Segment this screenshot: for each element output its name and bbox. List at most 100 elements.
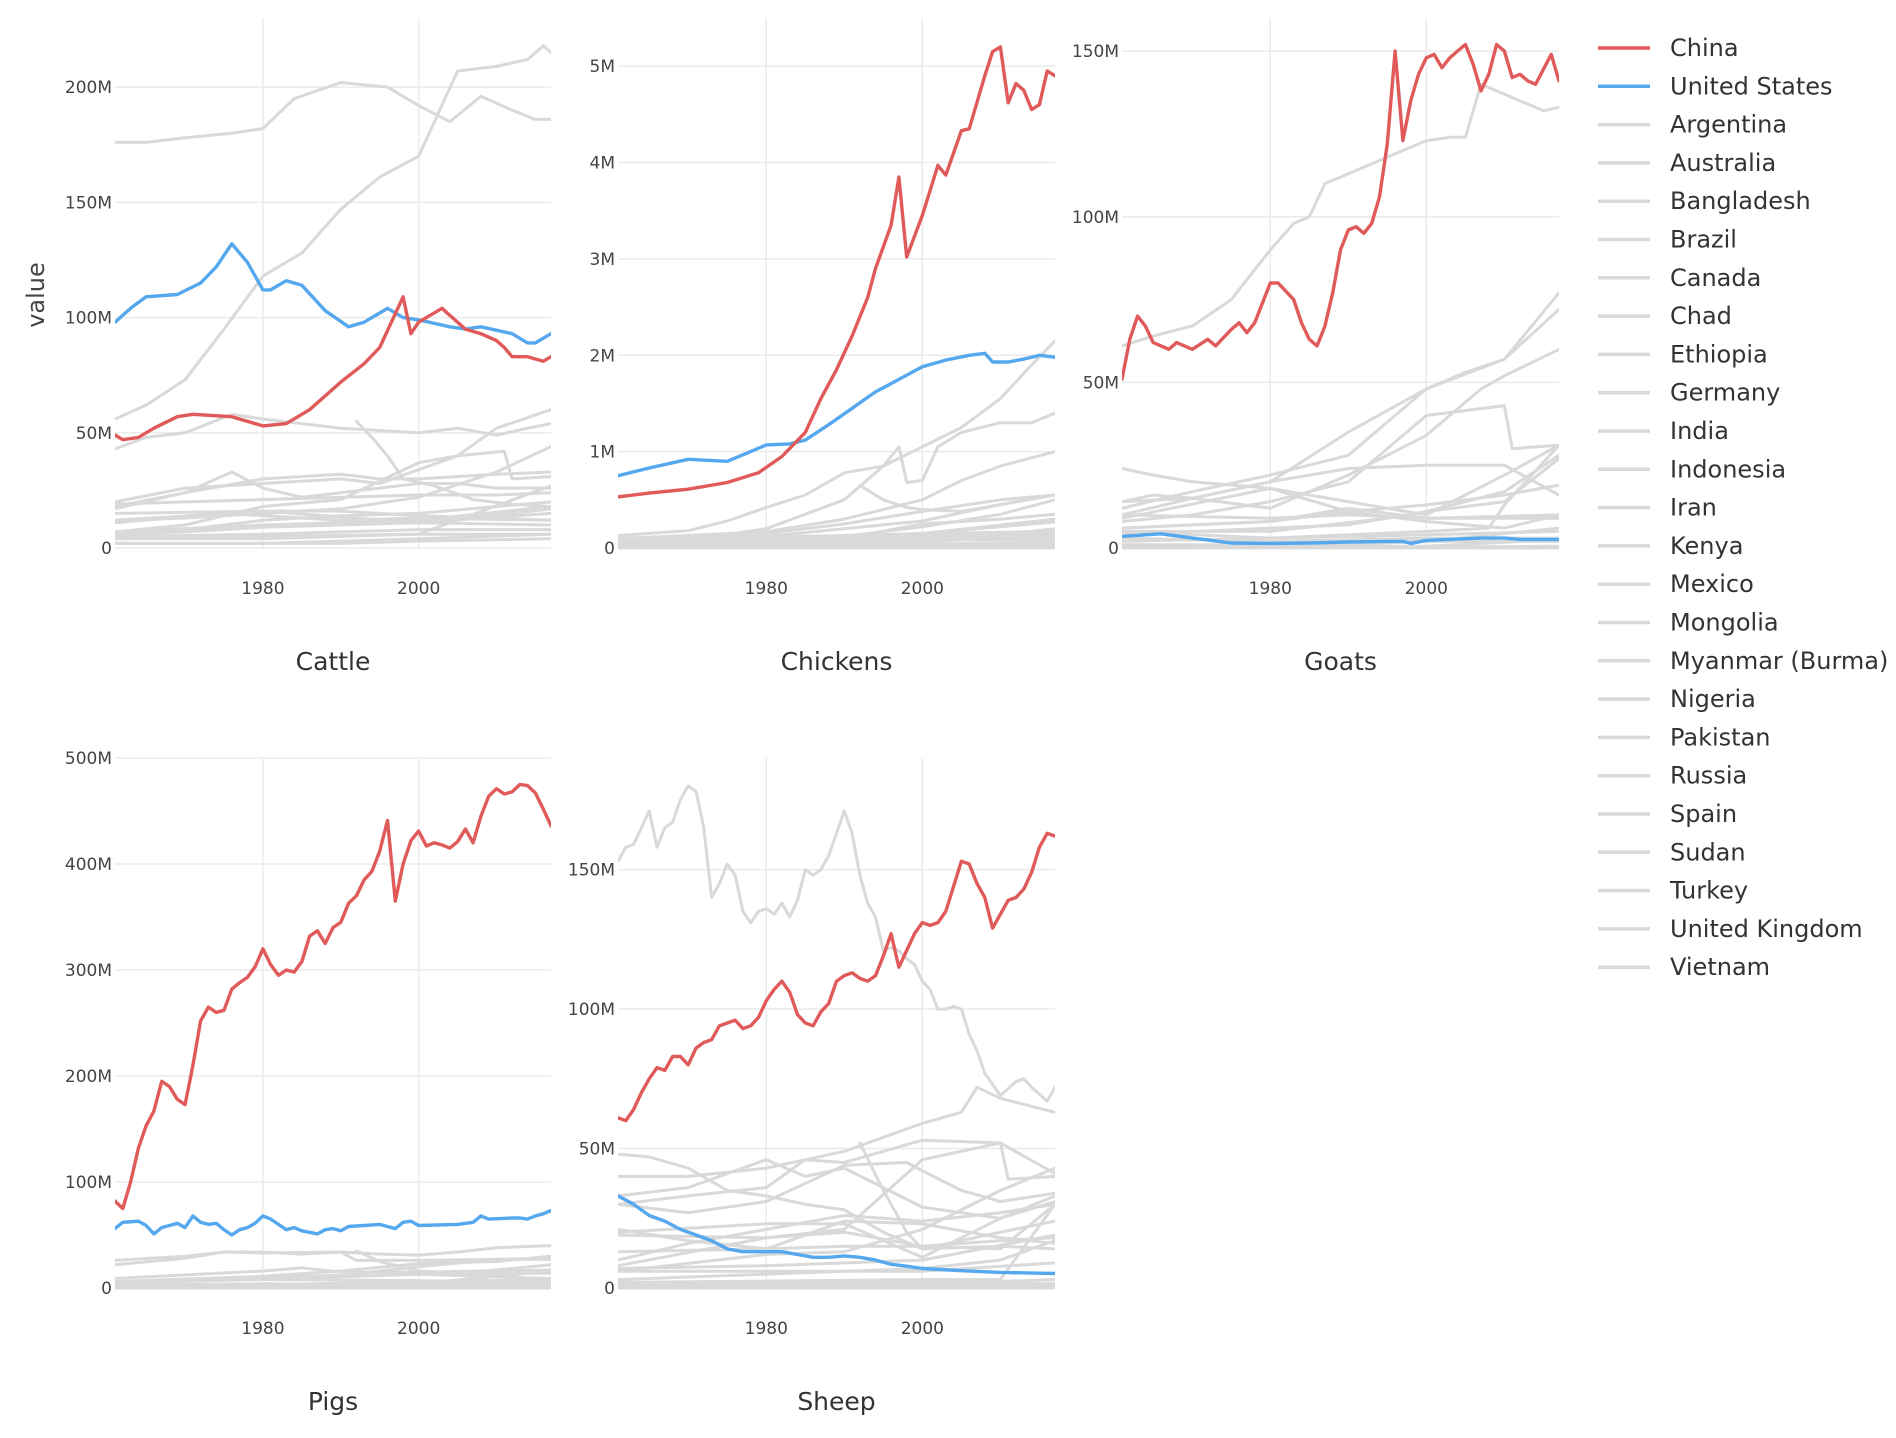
panel-cattle: 1980 2000 0 50M 100M 150M 200M Cattle xyxy=(65,18,551,676)
legend-item-spain[interactable]: Spain xyxy=(1598,800,1737,828)
series-group xyxy=(618,786,1055,1288)
y-tick-label: 0 xyxy=(101,539,112,559)
y-tick-label: 1M xyxy=(590,443,615,463)
facet-label-cattle: Cattle xyxy=(296,647,371,676)
legend-label: Russia xyxy=(1670,762,1747,790)
legend-item-bangladesh[interactable]: Bangladesh xyxy=(1598,187,1811,215)
legend: China United States Argentina Australia Bang… xyxy=(1598,34,1888,981)
series-group xyxy=(115,46,551,544)
legend-label: Iran xyxy=(1670,494,1717,522)
y-tick-label: 150M xyxy=(568,861,615,881)
legend-item-mongolia[interactable]: Mongolia xyxy=(1598,609,1779,637)
series-line-argentina xyxy=(115,414,551,449)
x-tick-label: 1980 xyxy=(241,579,284,599)
facet-label-goats: Goats xyxy=(1304,647,1377,676)
x-tick-label: 2000 xyxy=(397,1319,440,1339)
legend-label: Spain xyxy=(1670,800,1737,828)
x-tick-label: 2000 xyxy=(901,579,944,599)
legend-item-pakistan[interactable]: Pakistan xyxy=(1598,723,1771,751)
series-line-china xyxy=(618,47,1055,497)
legend-label: Bangladesh xyxy=(1670,187,1811,215)
y-tick-label: 5M xyxy=(590,57,615,77)
legend-item-australia[interactable]: Australia xyxy=(1598,149,1776,177)
y-tick-label: 100M xyxy=(1072,208,1119,228)
legend-item-sudan[interactable]: Sudan xyxy=(1598,838,1746,866)
legend-label: Argentina xyxy=(1670,111,1787,139)
y-tick-label: 50M xyxy=(579,1140,615,1160)
legend-label: Australia xyxy=(1670,149,1776,177)
legend-label: Sudan xyxy=(1670,838,1746,866)
y-tick-label: 150M xyxy=(1072,42,1119,62)
facet-label-chickens: Chickens xyxy=(781,647,893,676)
legend-item-argentina[interactable]: Argentina xyxy=(1598,111,1787,139)
x-tick-label: 2000 xyxy=(1405,579,1448,599)
series-line-australia xyxy=(618,786,1055,1101)
x-tick-label: 2000 xyxy=(397,579,440,599)
legend-label: Kenya xyxy=(1670,532,1743,560)
y-tick-label: 400M xyxy=(65,855,112,875)
x-tick-label: 1980 xyxy=(1249,579,1292,599)
y-tick-label: 4M xyxy=(590,154,615,174)
legend-item-vietnam[interactable]: Vietnam xyxy=(1598,953,1770,981)
series-group xyxy=(1122,45,1559,548)
legend-label: Brazil xyxy=(1670,226,1737,254)
y-tick-label: 500M xyxy=(65,749,112,769)
x-tick-label: 2000 xyxy=(901,1319,944,1339)
legend-item-kenya[interactable]: Kenya xyxy=(1598,532,1743,560)
legend-item-myanmar-burma[interactable]: Myanmar (Burma) xyxy=(1598,647,1888,675)
legend-label: Canada xyxy=(1670,264,1761,292)
x-tick-label: 1980 xyxy=(745,1319,788,1339)
legend-item-china[interactable]: China xyxy=(1598,34,1739,62)
legend-label: United Kingdom xyxy=(1670,915,1863,943)
legend-label: Germany xyxy=(1670,379,1780,407)
legend-item-mexico[interactable]: Mexico xyxy=(1598,570,1754,598)
legend-item-united-kingdom[interactable]: United Kingdom xyxy=(1598,915,1863,943)
legend-item-chad[interactable]: Chad xyxy=(1598,302,1732,330)
series-line-india xyxy=(115,83,551,143)
y-tick-label: 50M xyxy=(76,424,112,444)
series-line-united-states xyxy=(115,244,551,343)
legend-label: Mexico xyxy=(1670,570,1754,598)
y-tick-label: 200M xyxy=(65,78,112,98)
y-tick-label: 2M xyxy=(590,346,615,366)
legend-label: Myanmar (Burma) xyxy=(1670,647,1888,675)
legend-item-turkey[interactable]: Turkey xyxy=(1598,877,1748,905)
legend-item-iran[interactable]: Iran xyxy=(1598,494,1717,522)
legend-item-united-states[interactable]: United States xyxy=(1598,72,1833,100)
series-line-india xyxy=(1122,84,1559,346)
y-tick-label: 100M xyxy=(568,1000,615,1020)
legend-item-russia[interactable]: Russia xyxy=(1598,762,1747,790)
legend-item-ethiopia[interactable]: Ethiopia xyxy=(1598,340,1768,368)
facet-label-pigs: Pigs xyxy=(308,1387,358,1416)
legend-item-brazil[interactable]: Brazil xyxy=(1598,226,1737,254)
legend-label: China xyxy=(1670,34,1739,62)
legend-item-indonesia[interactable]: Indonesia xyxy=(1598,455,1786,483)
y-tick-label: 200M xyxy=(65,1067,112,1087)
legend-item-canada[interactable]: Canada xyxy=(1598,264,1761,292)
legend-label: Indonesia xyxy=(1670,455,1786,483)
x-tick-label: 1980 xyxy=(241,1319,284,1339)
y-tick-label: 0 xyxy=(604,539,615,559)
y-axis-label: value xyxy=(22,262,50,328)
series-line-germany xyxy=(618,1282,1055,1283)
y-tick-label: 0 xyxy=(1108,539,1119,559)
legend-label: Ethiopia xyxy=(1670,340,1768,368)
legend-label: Turkey xyxy=(1669,877,1748,905)
y-tick-label: 100M xyxy=(65,1173,112,1193)
series-line-china xyxy=(115,785,551,1209)
legend-label: Mongolia xyxy=(1670,609,1779,637)
legend-label: India xyxy=(1670,417,1729,445)
legend-label: Vietnam xyxy=(1670,953,1770,981)
y-tick-label: 150M xyxy=(65,193,112,213)
legend-item-germany[interactable]: Germany xyxy=(1598,379,1780,407)
series-group xyxy=(618,47,1055,548)
legend-item-nigeria[interactable]: Nigeria xyxy=(1598,685,1756,713)
legend-item-india[interactable]: India xyxy=(1598,417,1729,445)
x-tick-label: 1980 xyxy=(745,579,788,599)
y-tick-label: 100M xyxy=(65,309,112,329)
